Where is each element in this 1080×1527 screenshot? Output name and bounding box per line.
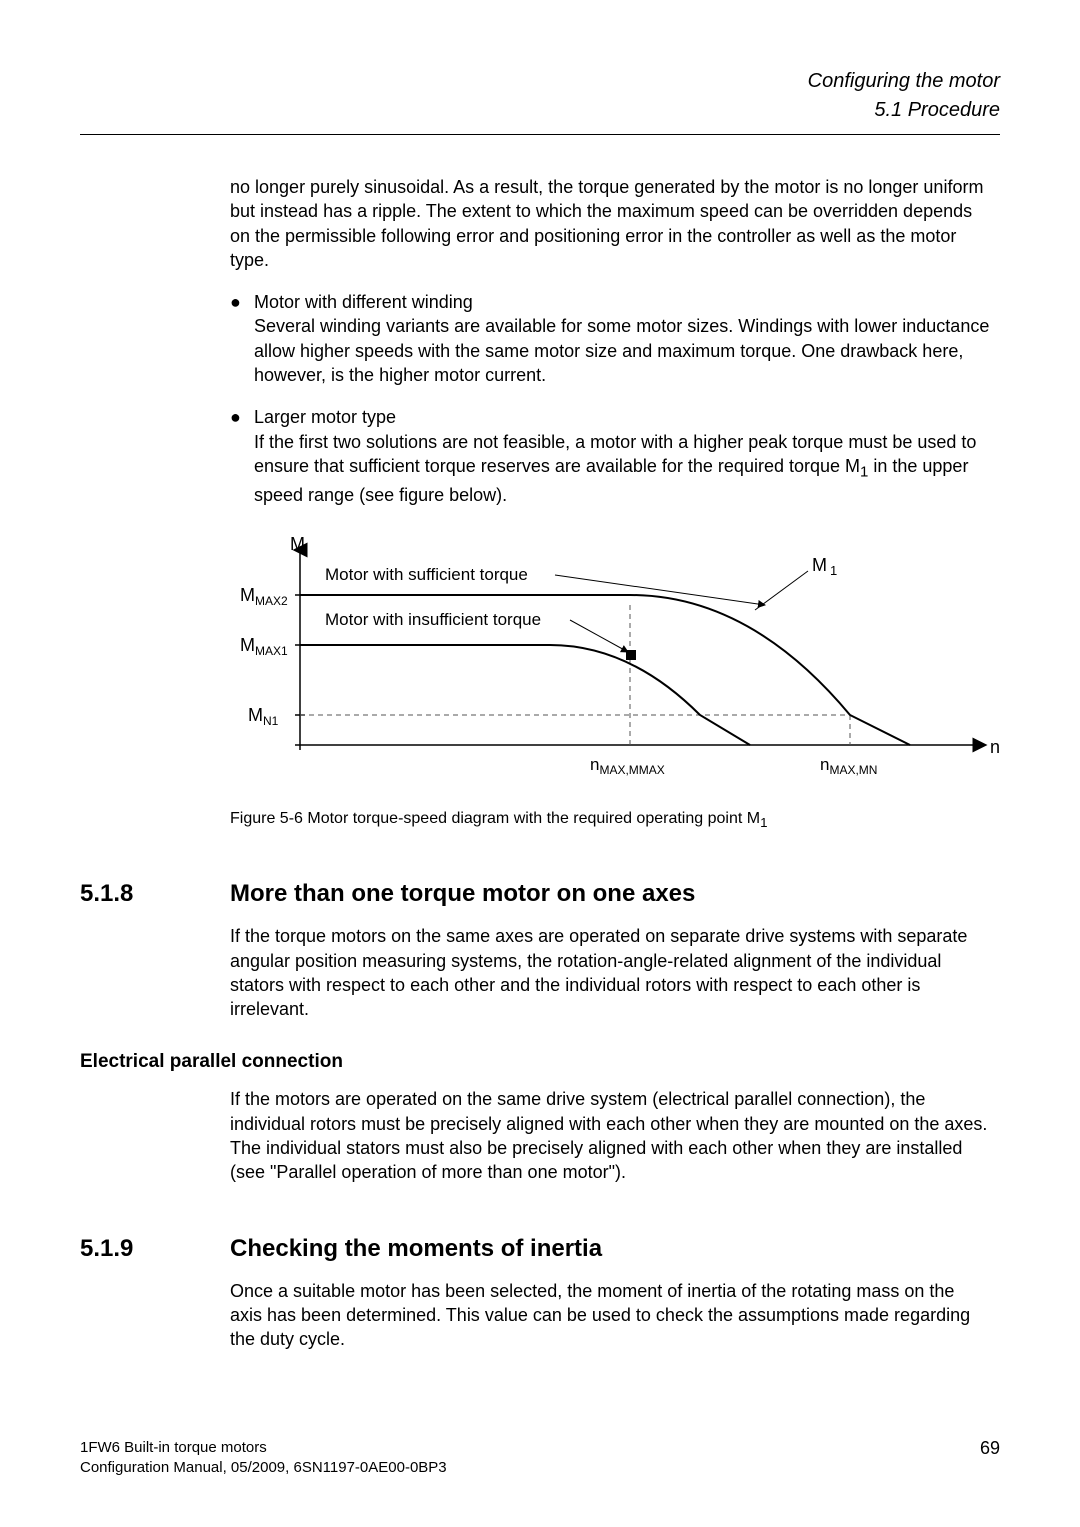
- x-axis-label: n: [990, 737, 1000, 757]
- section-number: 5.1.9: [80, 1235, 230, 1263]
- bullet-lead: Larger motor type: [254, 407, 396, 427]
- section-para: Once a suitable motor has been selected,…: [230, 1279, 990, 1352]
- intro-para: no longer purely sinusoidal. As a result…: [230, 175, 990, 272]
- header-rule: [80, 134, 1000, 135]
- section-title: More than one torque motor on one axes: [230, 880, 695, 908]
- page-number: 69: [980, 1438, 1000, 1459]
- figure-caption: Figure 5-6 Motor torque-speed diagram wi…: [230, 810, 990, 830]
- curve-insufficient: [300, 645, 750, 745]
- annot-insufficient: Motor with insufficient torque: [325, 610, 541, 629]
- bullet-item: ● Larger motor type If the first two sol…: [230, 405, 990, 507]
- bullet-text: Several winding variants are available f…: [254, 316, 989, 385]
- bullet-mark: ●: [230, 405, 254, 507]
- footer-left: 1FW6 Built-in torque motors Configuratio…: [80, 1438, 447, 1477]
- bullet-item: ● Motor with different winding Several w…: [230, 290, 990, 387]
- ytick-label: MN1: [248, 705, 279, 728]
- section-heading: 5.1.9 Checking the moments of inertia: [80, 1235, 1000, 1263]
- torque-speed-diagram: M n MMAX2 MMAX1 MN1: [230, 525, 1010, 795]
- footer-line1: 1FW6 Built-in torque motors: [80, 1439, 267, 1456]
- section-body: If the torque motors on the same axes ar…: [230, 924, 990, 1021]
- page-footer: 1FW6 Built-in torque motors Configuratio…: [80, 1438, 1000, 1477]
- bullet-lead: Motor with different winding: [254, 292, 473, 312]
- xtick-label: nMAX,MN: [820, 755, 877, 777]
- figure: M n MMAX2 MMAX1 MN1: [230, 525, 990, 830]
- ytick-label: MMAX2: [240, 585, 288, 608]
- m1-label: M1: [812, 555, 837, 578]
- bullet-body: Motor with different winding Several win…: [254, 290, 990, 387]
- section-number: 5.1.8: [80, 880, 230, 908]
- page: Configuring the motor 5.1 Procedure no l…: [0, 0, 1080, 1527]
- subsection-para: If the motors are operated on the same d…: [230, 1087, 990, 1184]
- subsection-head: Electrical parallel connection: [80, 1051, 1000, 1073]
- section-body: Once a suitable motor has been selected,…: [230, 1279, 990, 1352]
- ytick-label: MMAX1: [240, 635, 288, 658]
- subsection-body: If the motors are operated on the same d…: [230, 1087, 990, 1184]
- header-title: Configuring the motor: [80, 70, 1000, 93]
- footer-line2: Configuration Manual, 05/2009, 6SN1197-0…: [80, 1459, 447, 1476]
- bullet-body: Larger motor type If the first two solut…: [254, 405, 990, 507]
- annot-sufficient: Motor with sufficient torque: [325, 565, 528, 584]
- body-content: no longer purely sinusoidal. As a result…: [230, 175, 990, 830]
- xtick-label: nMAX,MMAX: [590, 755, 665, 777]
- section-heading: 5.1.8 More than one torque motor on one …: [80, 880, 1000, 908]
- section-para: If the torque motors on the same axes ar…: [230, 924, 990, 1021]
- y-axis-label: M: [290, 534, 305, 554]
- bullet-mark: ●: [230, 290, 254, 387]
- header-sub: 5.1 Procedure: [80, 99, 1000, 122]
- section-title: Checking the moments of inertia: [230, 1235, 602, 1263]
